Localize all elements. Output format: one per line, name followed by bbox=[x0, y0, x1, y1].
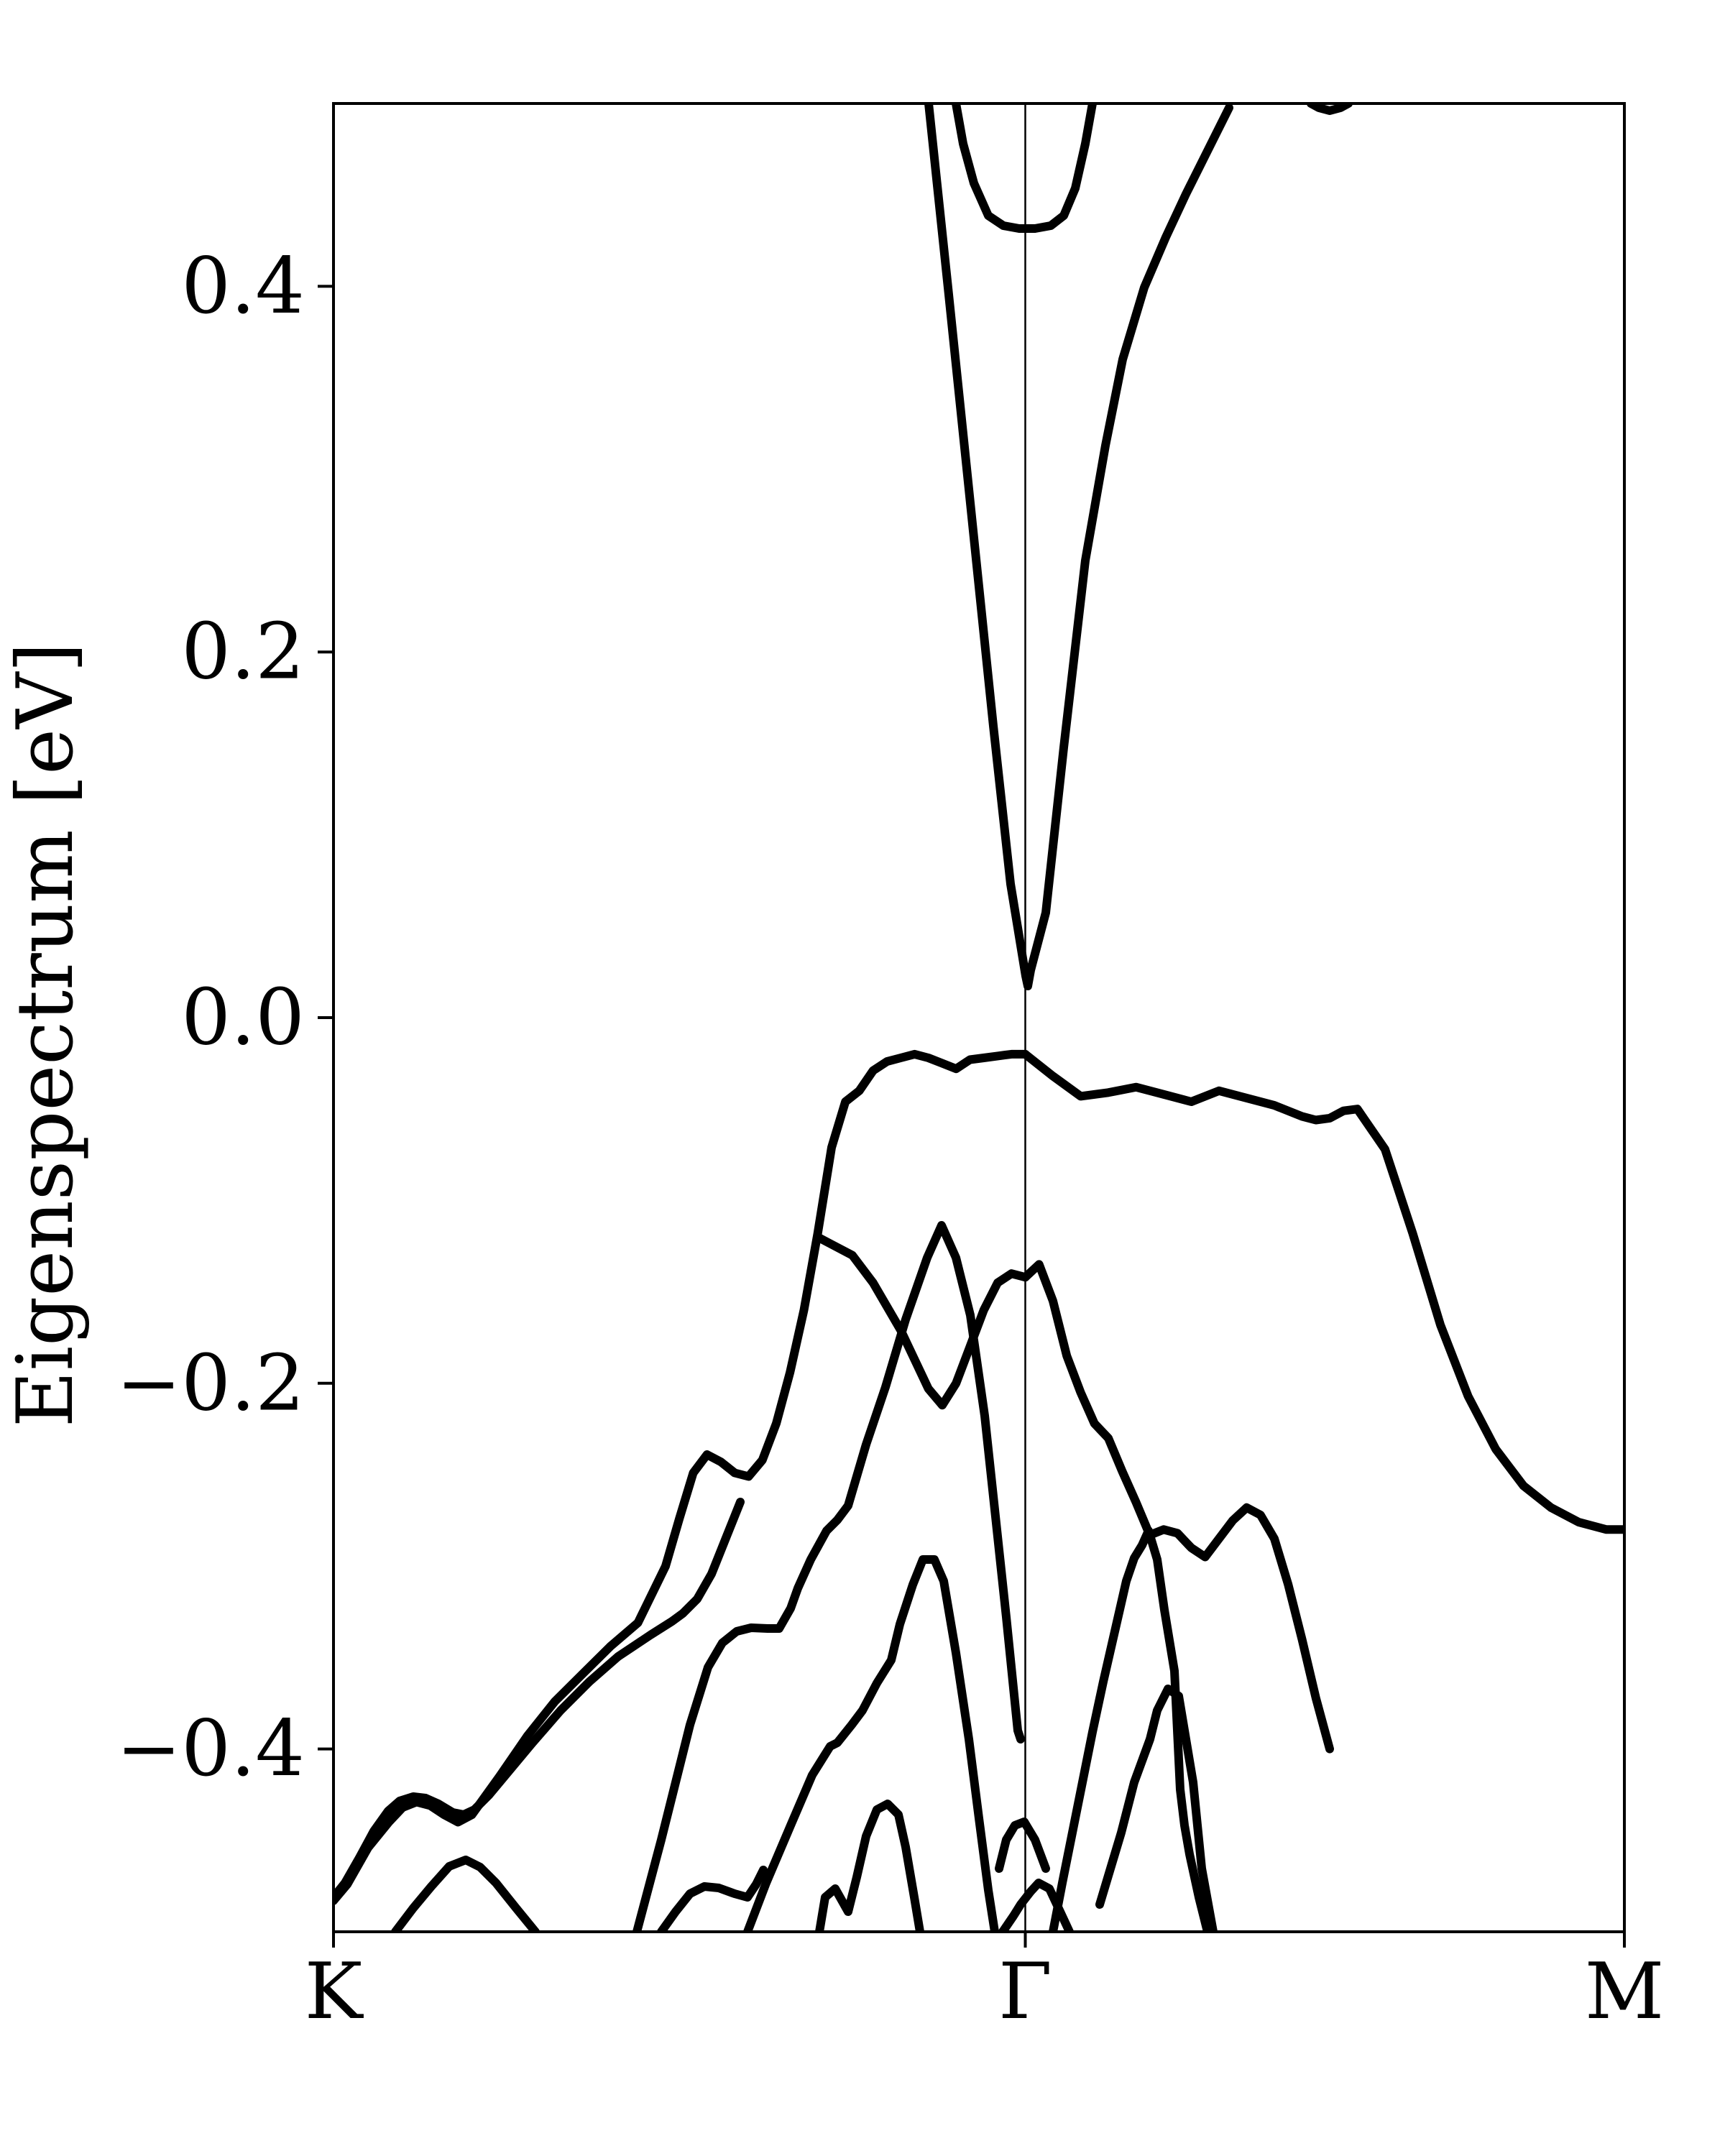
valence-band-5 bbox=[1049, 1526, 1212, 1932]
y-tick-label: 0.4 bbox=[181, 241, 305, 331]
valence-band-6 bbox=[1095, 1685, 1218, 1932]
y-tick-label: 0.2 bbox=[181, 607, 305, 697]
deep-valence-bands bbox=[334, 1221, 1218, 1932]
valence-band-12 bbox=[995, 1818, 1050, 1873]
valence-series-line-1 bbox=[334, 1049, 1030, 1905]
valence-band-4 bbox=[743, 1555, 999, 1932]
valence-band-series bbox=[334, 1049, 1624, 1905]
y-tick-label: −0.4 bbox=[116, 1704, 305, 1794]
conduction-band-2 bbox=[952, 103, 1097, 233]
x-tick-label: Γ bbox=[998, 1947, 1052, 2037]
y-axis-title: Eigenspectrum [eV] bbox=[1, 642, 91, 1427]
conduction-band-3 bbox=[1307, 103, 1353, 115]
plot-frame bbox=[332, 102, 1626, 1933]
valence-band-3 bbox=[632, 1221, 1025, 1932]
y-axis-ticks: −0.4 −0.2 0.0 0.2 0.4 bbox=[116, 241, 334, 1794]
valence-band-10 bbox=[815, 1800, 924, 1932]
conduction-band-1 bbox=[924, 103, 1233, 990]
y-tick-label: 0.0 bbox=[181, 973, 305, 1063]
valence-series-line-2 bbox=[1021, 1049, 1624, 1534]
valence-series-line-3 bbox=[813, 1233, 1030, 1410]
conduction-bands bbox=[924, 103, 1353, 990]
x-tick-label: K bbox=[305, 1947, 364, 2037]
valence-series-line-4 bbox=[1021, 1260, 1334, 1754]
valence-band-9 bbox=[657, 1866, 768, 1932]
valence-band-7 bbox=[334, 1498, 745, 1902]
x-tick-label: M bbox=[1585, 1947, 1665, 2037]
valence-band-11 bbox=[998, 1879, 1074, 1932]
valence-band-8 bbox=[391, 1856, 540, 1932]
y-tick-label: −0.2 bbox=[116, 1338, 305, 1428]
